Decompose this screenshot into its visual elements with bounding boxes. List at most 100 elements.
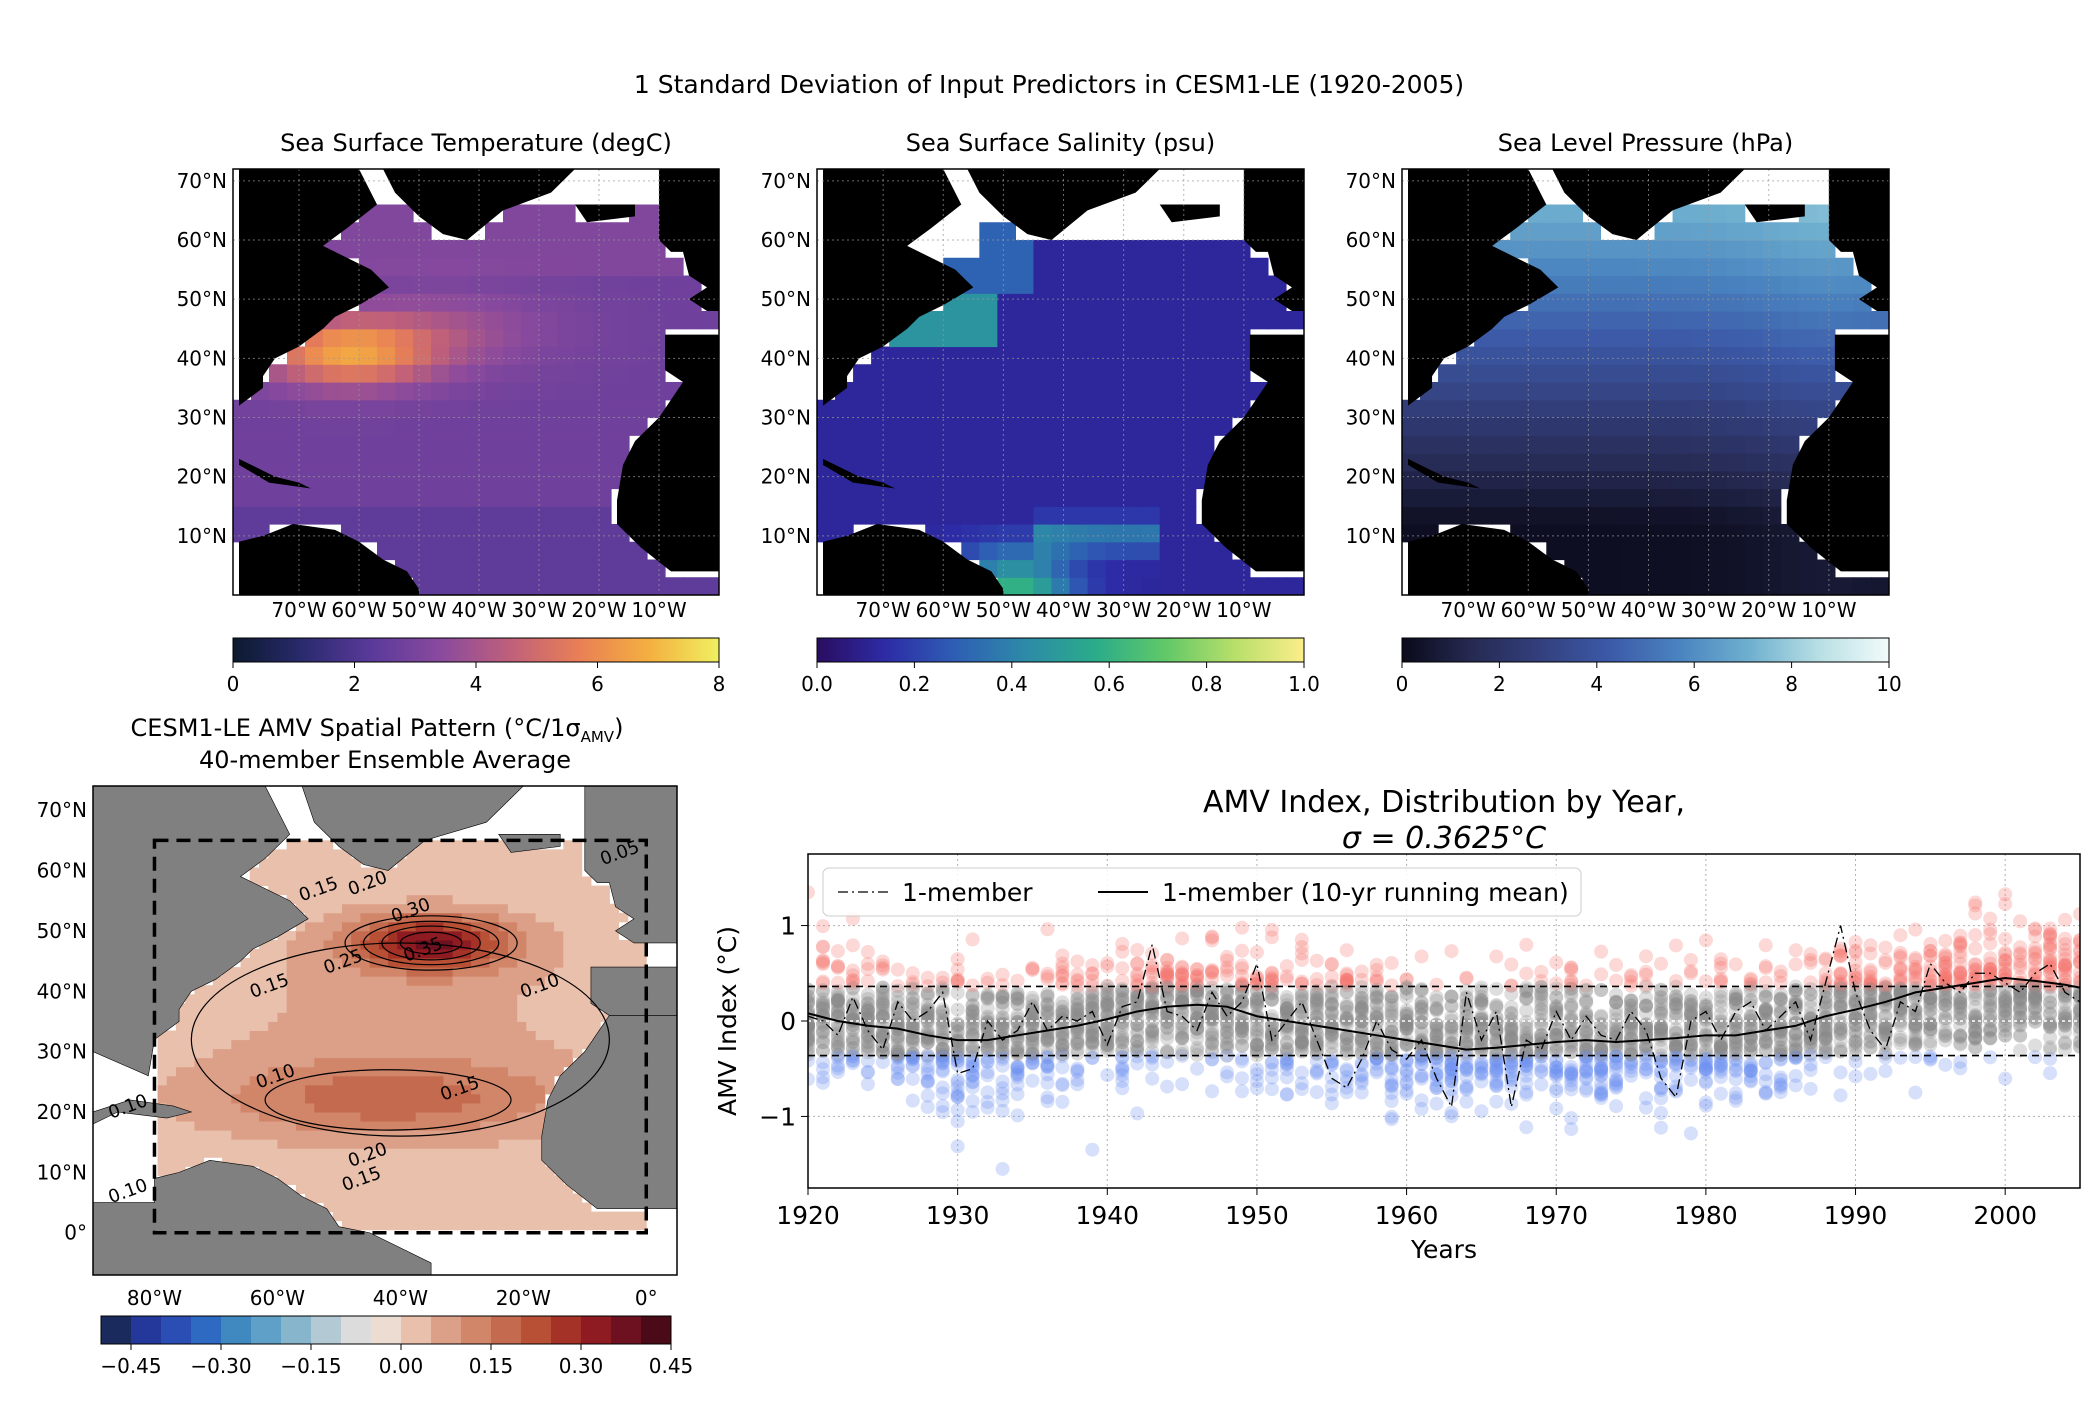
amv-cell <box>434 1211 444 1222</box>
map-cell <box>1492 382 1511 401</box>
ensemble-point <box>1175 977 1190 992</box>
map-cell <box>575 364 594 383</box>
map-cell <box>521 364 540 383</box>
map-cell <box>1600 524 1620 543</box>
ensemble-point <box>1025 1032 1040 1047</box>
map-cell <box>539 470 558 490</box>
amv-cell <box>314 930 325 941</box>
amv-cell <box>544 1166 555 1176</box>
amv-cell <box>360 1112 371 1122</box>
map-cell <box>1780 275 1800 294</box>
ensemble-point <box>950 1049 965 1064</box>
map-cell <box>1564 417 1583 436</box>
map-cell <box>395 328 414 348</box>
amv-cell <box>489 1157 500 1167</box>
lat-tick-label: 10°N <box>177 524 227 548</box>
map-cell <box>1582 222 1602 241</box>
amv-cell <box>480 858 491 868</box>
ensemble-point <box>1055 1038 1070 1053</box>
amv-cell <box>249 967 260 977</box>
map-cell <box>1087 364 1107 383</box>
map-cell <box>925 311 944 330</box>
amv-cell <box>341 849 352 859</box>
amv-cell <box>526 1166 537 1176</box>
map-cell <box>1033 382 1053 401</box>
map-cell <box>647 364 666 383</box>
ensemble-point <box>1444 989 1459 1004</box>
amv-cell <box>461 1102 472 1113</box>
amv-cell <box>498 1193 509 1204</box>
map-cell <box>853 453 872 472</box>
amv-cell <box>323 1112 334 1122</box>
amv-cell <box>480 921 491 932</box>
ensemble-point <box>1294 1035 1309 1050</box>
amv-cell <box>286 1075 297 1086</box>
colorbar-segment <box>461 1316 492 1344</box>
amv-cell <box>378 1093 389 1104</box>
map-cell <box>359 488 378 507</box>
amv-cell <box>600 1220 610 1231</box>
map-cell <box>611 435 630 454</box>
ensemble-point <box>1175 931 1190 946</box>
ensemble-point <box>845 1048 860 1063</box>
map-cell <box>1798 275 1818 294</box>
map-cell <box>1816 275 1836 294</box>
amv-cell <box>434 1012 444 1022</box>
map-cell <box>1708 506 1728 525</box>
amv-cell <box>600 921 610 932</box>
amv-cell <box>369 1139 380 1149</box>
ensemble-point <box>1190 1031 1205 1046</box>
map-cell <box>1672 257 1692 277</box>
ensemble-point <box>1070 996 1085 1011</box>
amv-cell <box>351 912 361 923</box>
amv-cell <box>461 1184 472 1194</box>
ensemble-point <box>1055 976 1070 991</box>
ensemble-point <box>1354 1058 1369 1073</box>
amv-cell <box>424 930 435 941</box>
amv-cell <box>295 1030 306 1041</box>
map-cell <box>1582 240 1602 259</box>
ensemble-point <box>860 1035 875 1050</box>
ensemble-point <box>1249 1038 1264 1053</box>
map-cell <box>1618 311 1638 330</box>
ensemble-point <box>1130 1006 1145 1021</box>
ensemble-point <box>1205 1084 1220 1099</box>
amv-cell <box>489 1021 500 1031</box>
amv-cell <box>360 1039 371 1050</box>
ensemble-point <box>1264 970 1279 985</box>
amv-cell <box>286 1066 297 1077</box>
amv-cell <box>369 1048 380 1059</box>
ensemble-point <box>1070 1003 1085 1018</box>
map-cell <box>1798 328 1818 348</box>
map-cell <box>1069 346 1089 365</box>
ensemble-point <box>1070 1024 1085 1039</box>
ensemble-point <box>1234 1051 1249 1066</box>
amv-cell <box>517 1093 527 1104</box>
map-cell <box>1420 453 1439 472</box>
amv-cell <box>332 1121 343 1131</box>
amv-cell <box>480 1193 491 1204</box>
contour-line <box>264 1069 512 1131</box>
ensemble-point <box>1294 992 1309 1007</box>
ensemble-point <box>1234 1038 1249 1053</box>
amv-cell <box>360 976 371 986</box>
lon-tick-label: 50°W <box>1561 598 1616 622</box>
map-cell <box>629 222 648 241</box>
ensemble-point <box>1384 1009 1399 1024</box>
amv-cell <box>498 1166 509 1176</box>
map-cell <box>1690 204 1710 223</box>
amv-cell <box>461 1084 472 1095</box>
amv-cell <box>452 1193 463 1204</box>
amv-cell <box>286 1012 297 1022</box>
amv-cell <box>489 1003 500 1013</box>
map-cell <box>1195 399 1215 419</box>
ensemble-point <box>1264 1082 1279 1097</box>
lat-tick-label: 20°N <box>1346 465 1396 489</box>
ensemble-point <box>1369 1036 1384 1051</box>
ensemble-point <box>1444 1057 1459 1072</box>
lat-tick-label: 50°N <box>37 919 87 943</box>
map-cell <box>539 328 558 348</box>
map-cell <box>377 257 396 277</box>
ensemble-point <box>1294 1032 1309 1047</box>
amv-cell <box>212 976 223 986</box>
